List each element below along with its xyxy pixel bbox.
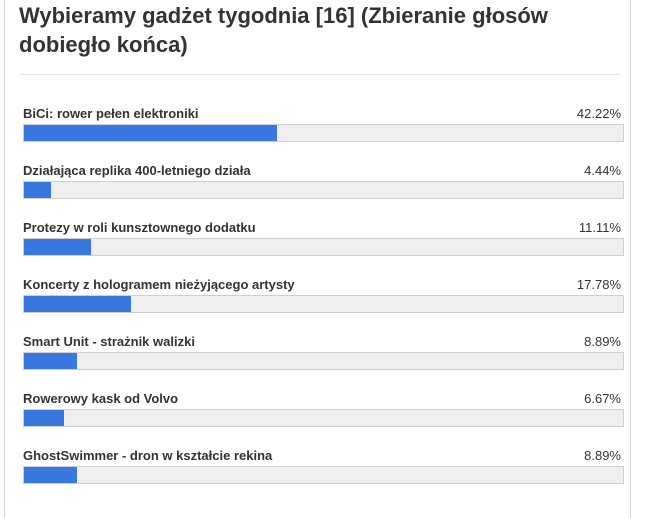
title-divider bbox=[19, 74, 621, 75]
poll-bar-track bbox=[23, 295, 624, 313]
poll-option-label: GhostSwimmer - dron w kształcie rekina bbox=[23, 448, 273, 463]
poll-option: GhostSwimmer - dron w kształcie rekina 8… bbox=[23, 447, 624, 504]
poll-bar-track bbox=[23, 466, 624, 484]
poll-option-label: Koncerty z hologramem nieżyjącego artyst… bbox=[23, 277, 295, 292]
poll-bar-fill bbox=[24, 353, 78, 369]
poll-option: Smart Unit - strażnik walizki 8.89% bbox=[23, 333, 624, 390]
poll-option: Koncerty z hologramem nieżyjącego artyst… bbox=[23, 276, 624, 333]
poll-bar-track bbox=[23, 352, 624, 370]
poll-bar-fill bbox=[24, 125, 277, 141]
poll-bar-fill bbox=[24, 410, 64, 426]
poll-option-percent: 11.11% bbox=[578, 220, 621, 235]
poll-option-percent: 4.44% bbox=[584, 163, 621, 178]
poll-panel: Wybieramy gadżet tygodnia [16] (Zbierani… bbox=[4, 0, 631, 518]
poll-bar-track bbox=[23, 238, 624, 256]
poll-bar-fill bbox=[24, 182, 51, 198]
poll-option-label: BiCi: rower pełen elektroniki bbox=[23, 106, 199, 121]
poll-option-label: Działająca replika 400-letniego działa bbox=[23, 163, 251, 178]
poll-option-label: Smart Unit - strażnik walizki bbox=[23, 334, 195, 349]
poll-option-percent: 8.89% bbox=[584, 334, 621, 349]
poll-option: Protezy w roli kunsztownego dodatku 11.1… bbox=[23, 219, 624, 276]
poll-option: Rowerowy kask od Volvo 6.67% bbox=[23, 390, 624, 447]
poll-option-percent: 17.78% bbox=[576, 277, 621, 292]
poll-bar-fill bbox=[24, 296, 131, 312]
poll-results: BiCi: rower pełen elektroniki 42.22% Dzi… bbox=[23, 105, 624, 504]
poll-option-label: Protezy w roli kunsztownego dodatku bbox=[23, 220, 256, 235]
poll-option-percent: 42.22% bbox=[576, 106, 621, 121]
poll-bar-track bbox=[23, 181, 624, 199]
poll-option-label: Rowerowy kask od Volvo bbox=[23, 391, 179, 406]
poll-option-percent: 6.67% bbox=[584, 391, 621, 406]
poll-bar-track bbox=[23, 124, 624, 142]
poll-option: BiCi: rower pełen elektroniki 42.22% bbox=[23, 105, 624, 162]
poll-bar-track bbox=[23, 409, 624, 427]
poll-bar-fill bbox=[24, 467, 78, 483]
poll-option: Działająca replika 400-letniego działa 4… bbox=[23, 162, 624, 219]
poll-bar-fill bbox=[24, 239, 91, 255]
poll-option-percent: 8.89% bbox=[584, 448, 621, 463]
poll-title: Wybieramy gadżet tygodnia [16] (Zbierani… bbox=[19, 3, 548, 57]
